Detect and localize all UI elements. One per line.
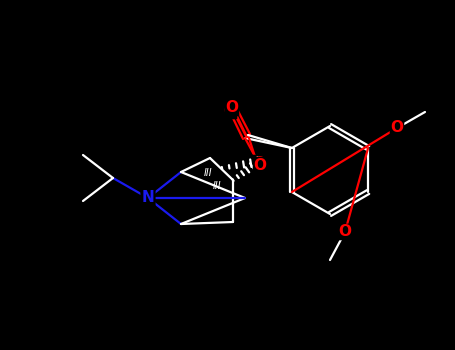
Text: O: O	[390, 120, 404, 135]
Text: O: O	[226, 100, 238, 116]
Text: III: III	[212, 181, 221, 191]
Text: N: N	[142, 190, 154, 205]
Text: O: O	[223, 104, 237, 119]
Text: O: O	[339, 224, 352, 239]
Text: O: O	[253, 158, 267, 173]
Text: O: O	[253, 155, 266, 170]
Text: III: III	[204, 168, 212, 178]
